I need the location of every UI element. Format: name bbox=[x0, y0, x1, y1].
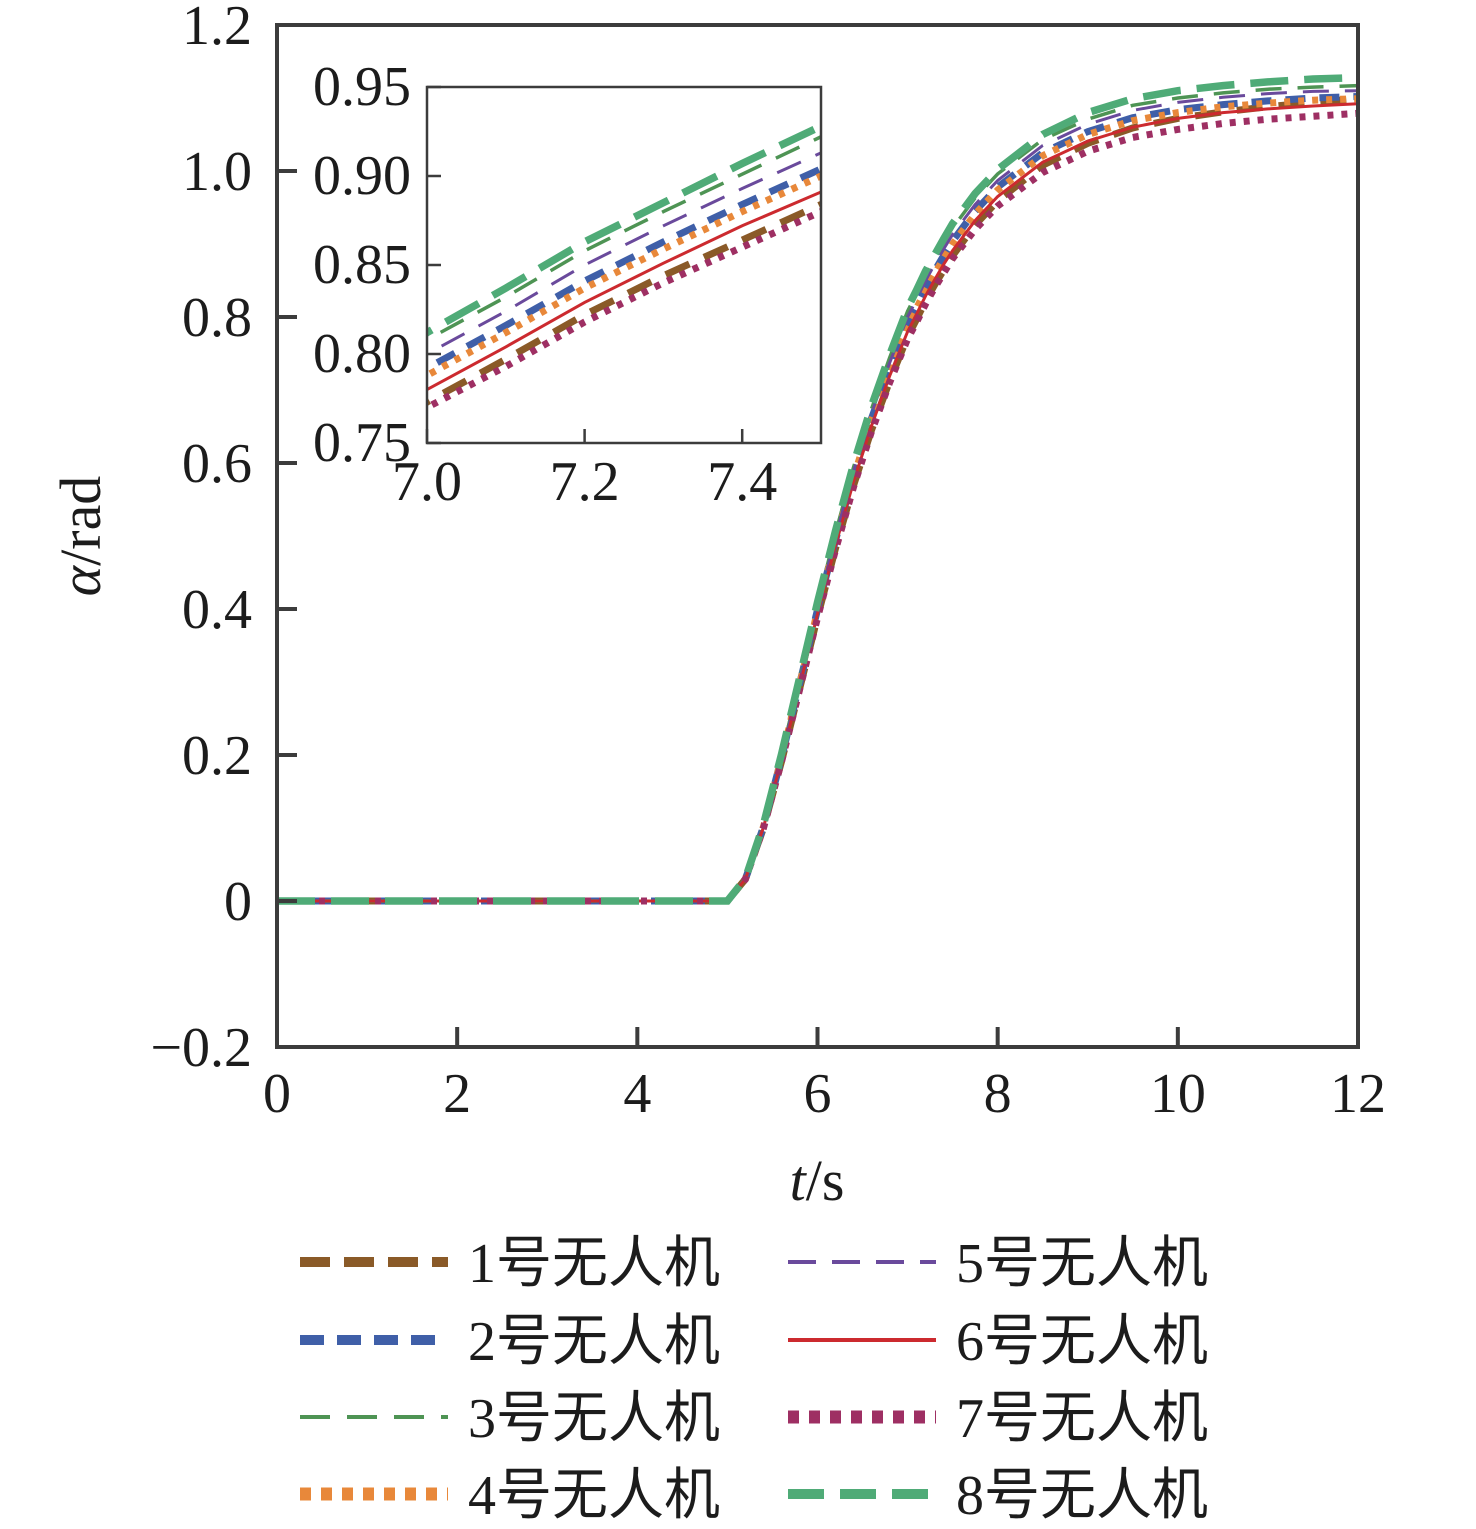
x-tick-label: 4 bbox=[623, 1063, 651, 1125]
legend-item-uav-5: 5号无人机 bbox=[788, 1233, 1208, 1295]
inset-y-tick-label: 0.95 bbox=[313, 56, 411, 118]
y-tick-label: 0.6 bbox=[182, 433, 252, 495]
y-tick-label: 1.2 bbox=[182, 0, 252, 57]
inset-series-line-uav-6 bbox=[427, 190, 821, 392]
series-line-uav-8 bbox=[277, 73, 1358, 905]
main-series-group bbox=[277, 73, 1358, 905]
inset-ticks bbox=[425, 85, 744, 445]
main-ticks bbox=[275, 23, 1360, 1049]
x-tick-label: 0 bbox=[263, 1063, 291, 1125]
y-tick-label: 1.0 bbox=[182, 141, 252, 203]
legend-label-uav-6: 6号无人机 bbox=[956, 1311, 1208, 1373]
x-axis-title: t/s bbox=[790, 1148, 845, 1213]
inset-tick-labels: 7.0 7.2 7.4 0.75 0.80 0.85 0.90 0.95 bbox=[313, 56, 777, 513]
legend-item-uav-8: 8号无人机 bbox=[788, 1465, 1208, 1527]
legend-item-uav-1: 1号无人机 bbox=[300, 1233, 720, 1295]
legend-item-uav-4: 4号无人机 bbox=[300, 1465, 720, 1527]
inset-x-tick-label: 7.2 bbox=[550, 451, 620, 513]
inset-x-tick-label: 7.0 bbox=[392, 451, 462, 513]
inset-y-tick-label: 0.85 bbox=[313, 234, 411, 296]
x-tick-label: 10 bbox=[1150, 1063, 1206, 1125]
inset-series-group bbox=[427, 122, 821, 412]
inset-series-line-uav-8 bbox=[427, 122, 821, 338]
x-tick-label: 8 bbox=[984, 1063, 1012, 1125]
inset-y-tick-label: 0.75 bbox=[313, 412, 411, 474]
inset-series-line-uav-2 bbox=[427, 165, 821, 373]
legend-label-uav-5: 5号无人机 bbox=[956, 1233, 1208, 1295]
inset-x-tick-label: 7.4 bbox=[707, 451, 777, 513]
main-tick-labels: 0 2 4 6 8 10 12−0.200.20.40.60.81.01.2 bbox=[150, 0, 1386, 1125]
y-tick-label: 0.4 bbox=[182, 579, 252, 641]
legend-item-uav-2: 2号无人机 bbox=[300, 1311, 720, 1373]
inset-y-tick-label: 0.80 bbox=[313, 323, 411, 385]
legend-item-uav-7: 7号无人机 bbox=[788, 1388, 1208, 1450]
y-tick-label: 0 bbox=[224, 871, 252, 933]
inset-series-line-uav-4 bbox=[427, 172, 821, 380]
inset-series-line-uav-7 bbox=[427, 207, 821, 412]
y-axis-title: α/rad bbox=[48, 476, 113, 597]
legend-label-uav-4: 4号无人机 bbox=[468, 1465, 720, 1527]
y-tick-label: 0.2 bbox=[182, 725, 252, 787]
x-tick-label: 2 bbox=[443, 1063, 471, 1125]
main-plot: 0 2 4 6 8 10 12−0.200.20.40.60.81.01.2 t/s α/r… bbox=[48, 0, 1386, 1213]
legend-label-uav-2: 2号无人机 bbox=[468, 1311, 720, 1373]
inset-y-tick-label: 0.90 bbox=[313, 145, 411, 207]
x-tick-label: 6 bbox=[804, 1063, 832, 1125]
legend-label-uav-3: 3号无人机 bbox=[468, 1388, 720, 1450]
inset-plot: 7.0 7.2 7.4 0.75 0.80 0.85 0.90 0.95 bbox=[313, 56, 823, 513]
x-tick-label: 12 bbox=[1330, 1063, 1386, 1125]
y-tick-label: 0.8 bbox=[182, 287, 252, 349]
legend: 1号无人机 2号无人机 3号无人机 4号无人机 5号无人机 6号无人机 7号无人机 8号无人机 bbox=[300, 1233, 1208, 1527]
legend-label-uav-7: 7号无人机 bbox=[956, 1388, 1208, 1450]
series-line-uav-2 bbox=[277, 93, 1358, 905]
legend-item-uav-6: 6号无人机 bbox=[788, 1311, 1208, 1373]
legend-label-uav-8: 8号无人机 bbox=[956, 1465, 1208, 1527]
y-tick-label: −0.2 bbox=[150, 1017, 252, 1079]
legend-label-uav-1: 1号无人机 bbox=[468, 1233, 720, 1295]
legend-item-uav-3: 3号无人机 bbox=[300, 1388, 720, 1450]
